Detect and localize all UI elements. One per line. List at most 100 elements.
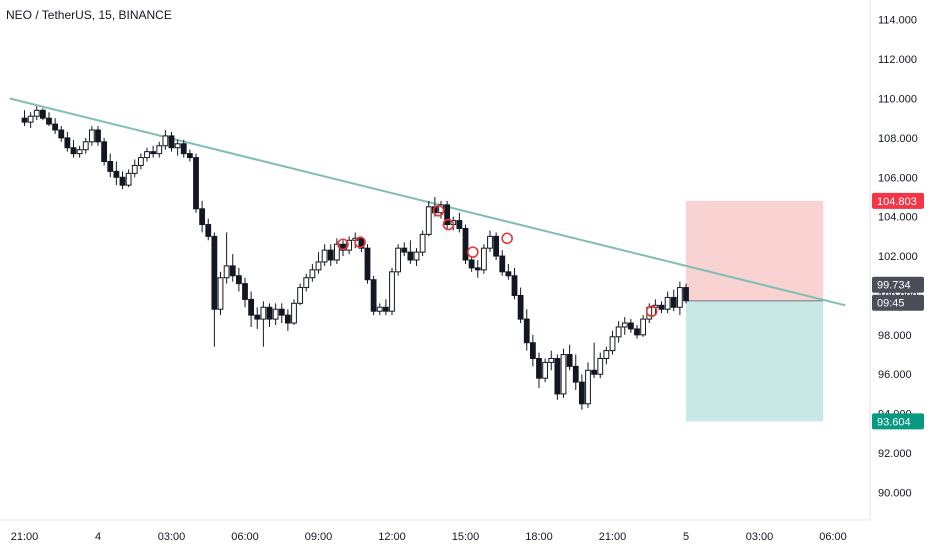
candle [107, 153, 114, 178]
candle [186, 149, 193, 162]
candle [64, 131, 71, 152]
candle [309, 263, 316, 282]
position-zone[interactable] [686, 200, 824, 422]
candle [456, 212, 463, 233]
candle [591, 342, 598, 379]
candle [615, 321, 622, 343]
x-tick-label: 21:00 [11, 531, 39, 543]
candle [529, 334, 536, 367]
y-tick-label: 96.000 [878, 369, 912, 381]
x-tick-label: 06:00 [231, 531, 259, 543]
y-tick-label: 102.000 [878, 251, 918, 263]
price-axis[interactable] [0, 0, 871, 521]
target-price-badge [872, 413, 924, 430]
x-tick-label: 21:00 [599, 531, 627, 543]
candle [578, 374, 585, 410]
stop-price-label: 104.803 [877, 196, 917, 208]
candle [88, 126, 95, 146]
candle [144, 147, 150, 162]
candle [505, 263, 512, 280]
risk-zone[interactable] [686, 200, 824, 301]
candlestick-series [21, 106, 689, 410]
x-tick-label: 5 [683, 531, 689, 543]
trendline-segment[interactable] [9, 97, 846, 307]
x-tick-label: 12:00 [378, 531, 406, 543]
circle-marker [432, 204, 445, 217]
candle [131, 159, 138, 178]
y-tick-label: 112.000 [878, 54, 917, 66]
candle [199, 200, 206, 233]
candle [113, 161, 120, 186]
y-tick-label: 106.000 [878, 172, 918, 184]
candle [407, 240, 414, 264]
candle [523, 309, 530, 351]
y-tick-label: 90.000 [878, 487, 912, 499]
candle [333, 238, 340, 264]
candle [358, 236, 365, 253]
x-tick-labels: 21:00 4 03:00 06:00 09:00 12:00 15:00 18:00 21:0… [11, 531, 847, 543]
candle [52, 118, 59, 134]
candle [444, 200, 451, 229]
candle [260, 301, 267, 347]
candle [664, 291, 671, 314]
y-tick-label: 114.000 [878, 15, 917, 27]
candle [499, 250, 506, 276]
circle-markers [337, 204, 658, 318]
candle [536, 352, 542, 389]
candle [248, 291, 255, 327]
candle [462, 224, 469, 264]
candle [278, 303, 285, 324]
candle [242, 277, 248, 308]
y-tick-label: 104.000 [878, 212, 918, 224]
candle [303, 273, 310, 292]
x-tick-label: 4 [95, 531, 101, 543]
candle [364, 244, 371, 284]
circle-marker [337, 238, 349, 251]
candle [621, 317, 628, 335]
candle [119, 171, 126, 190]
countdown-badge [872, 294, 924, 311]
candle [217, 271, 224, 316]
candle [493, 232, 500, 260]
candle [168, 131, 175, 152]
candle [95, 126, 101, 146]
candle [419, 230, 426, 257]
candle [585, 362, 591, 408]
candle [101, 137, 108, 166]
current-price-label: 99.734 [877, 280, 911, 292]
candle [39, 108, 46, 121]
x-tick-label: 03:00 [746, 531, 774, 543]
x-tick-label: 03:00 [158, 531, 186, 543]
candle [425, 200, 432, 237]
candle [229, 254, 236, 282]
candle [376, 303, 383, 316]
candle [321, 244, 328, 266]
candle [517, 287, 524, 324]
candle [327, 244, 334, 266]
candle [137, 153, 144, 170]
candle [180, 139, 187, 158]
countdown-label: 09:45 [877, 298, 905, 310]
trendline[interactable] [9, 97, 846, 307]
circle-marker [354, 236, 366, 249]
candle [125, 169, 132, 188]
y-tick-labels: 114.000 112.000 110.000 108.000 106.000 104.0… [878, 15, 918, 500]
candle [554, 354, 561, 400]
y-tick-label: 110.000 [878, 93, 917, 105]
candle [389, 267, 395, 316]
candle [205, 218, 212, 241]
candle [162, 130, 169, 150]
candle [340, 240, 346, 257]
reward-zone[interactable] [686, 300, 824, 422]
candle [315, 252, 322, 274]
candle [560, 348, 567, 398]
candle [82, 137, 89, 154]
candle [382, 299, 389, 316]
stop-price-badge [872, 192, 924, 209]
candle [291, 299, 297, 325]
candle [266, 303, 273, 327]
candle [474, 260, 481, 278]
candle [548, 350, 555, 371]
candle [346, 236, 353, 255]
